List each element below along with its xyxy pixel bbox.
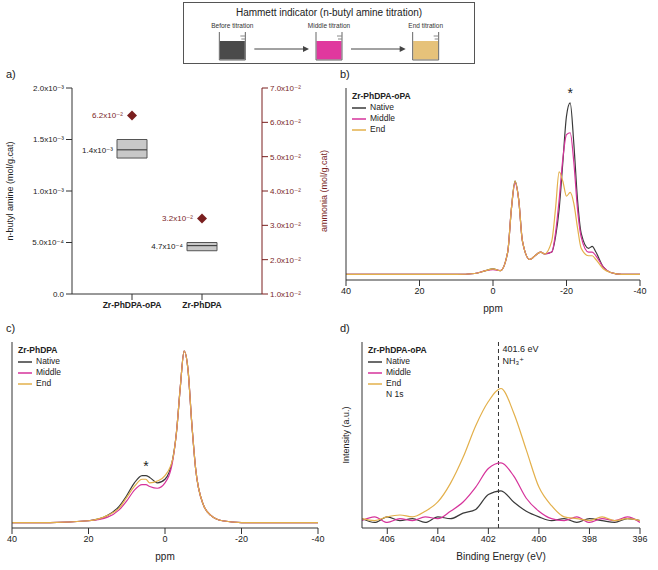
svg-text:6.0x10⁻²: 6.0x10⁻² <box>270 118 301 127</box>
html-text:c): c) <box>6 322 16 334</box>
svg-text:20: 20 <box>414 286 424 296</box>
svg-text:ppm: ppm <box>155 551 174 562</box>
svg-text:Before titration: Before titration <box>211 22 254 29</box>
svg-text:n-butyl amine (mol/g.cat): n-butyl amine (mol/g.cat) <box>5 141 15 240</box>
svg-text:-20: -20 <box>560 286 573 296</box>
svg-text:400: 400 <box>531 534 546 544</box>
svg-text:*: * <box>143 458 149 474</box>
svg-text:398: 398 <box>582 534 597 544</box>
svg-text:7.0x10⁻²: 7.0x10⁻² <box>270 84 301 93</box>
svg-text:0.0: 0.0 <box>53 290 65 299</box>
svg-text:40: 40 <box>341 286 351 296</box>
html-text:End: End <box>370 124 386 134</box>
html-text:Middle: Middle <box>370 113 395 123</box>
svg-text:402: 402 <box>481 534 496 544</box>
html-text:Zr-PhDPA-oPA: Zr-PhDPA-oPA <box>368 345 427 355</box>
html-text:N 1s: N 1s <box>386 389 404 399</box>
html-text:b): b) <box>340 68 350 80</box>
svg-text:3.0x10⁻²: 3.0x10⁻² <box>270 221 301 230</box>
svg-text:4.0x10⁻²: 4.0x10⁻² <box>270 187 301 196</box>
svg-text:NH₃⁺: NH₃⁺ <box>502 356 524 366</box>
svg-text:20: 20 <box>83 534 93 544</box>
html-text:Zr-PhDPA: Zr-PhDPA <box>18 345 58 355</box>
svg-text:Middle titration: Middle titration <box>308 22 351 29</box>
svg-text:1.0x10⁻²: 1.0x10⁻² <box>270 290 301 299</box>
svg-text:Zr-PhDPA-oPA: Zr-PhDPA-oPA <box>103 300 162 310</box>
svg-text:1.4x10⁻³: 1.4x10⁻³ <box>82 146 113 155</box>
svg-text:406: 406 <box>380 534 395 544</box>
svg-text:5.0x10⁻⁴: 5.0x10⁻⁴ <box>32 238 64 247</box>
svg-text:ppm: ppm <box>483 303 502 314</box>
svg-text:-40: -40 <box>633 286 646 296</box>
svg-text:5.0x10⁻²: 5.0x10⁻² <box>270 153 301 162</box>
svg-text:Zr-PhDPA: Zr-PhDPA <box>182 300 222 310</box>
svg-text:396: 396 <box>632 534 647 544</box>
svg-text:Binding Energy (eV): Binding Energy (eV) <box>456 551 546 562</box>
svg-text:404: 404 <box>430 534 445 544</box>
svg-text:2.0x10⁻³: 2.0x10⁻³ <box>33 84 64 93</box>
html-text:a): a) <box>6 68 16 80</box>
svg-text:-20: -20 <box>235 534 248 544</box>
html-text:Middle: Middle <box>36 367 61 377</box>
svg-text:2.0x10⁻²: 2.0x10⁻² <box>270 256 301 265</box>
svg-text:Intensity (a.u.): Intensity (a.u.) <box>341 406 351 463</box>
svg-text:4.7x10⁻⁴: 4.7x10⁻⁴ <box>151 242 183 251</box>
html-text:Zr-PhDPA-oPA: Zr-PhDPA-oPA <box>352 91 411 101</box>
svg-text:6.2x10⁻²: 6.2x10⁻² <box>92 111 123 120</box>
html-text:Middle: Middle <box>386 367 411 377</box>
svg-text:ammonia (mol/g.cat): ammonia (mol/g.cat) <box>319 150 329 232</box>
html-text:Native: Native <box>386 356 411 366</box>
svg-text:End titration: End titration <box>408 22 443 29</box>
svg-text:1.5x10⁻³: 1.5x10⁻³ <box>33 135 64 144</box>
html-text:Native: Native <box>370 102 395 112</box>
svg-text:0: 0 <box>162 534 167 544</box>
svg-text:1.0x10⁻³: 1.0x10⁻³ <box>33 187 64 196</box>
svg-text:Hammett indicator (n-butyl ami: Hammett indicator (n-butyl amine titrati… <box>236 7 422 18</box>
html-text:d): d) <box>340 322 350 334</box>
html-text:Native: Native <box>36 356 61 366</box>
svg-text:40: 40 <box>7 534 17 544</box>
html-text:End: End <box>386 378 402 388</box>
svg-text:401.6 eV: 401.6 eV <box>502 344 538 354</box>
svg-text:*: * <box>567 85 573 101</box>
html-text:End: End <box>36 378 52 388</box>
svg-text:-40: -40 <box>311 534 324 544</box>
svg-text:3.2x10⁻²: 3.2x10⁻² <box>162 214 193 223</box>
svg-text:0: 0 <box>490 286 495 296</box>
